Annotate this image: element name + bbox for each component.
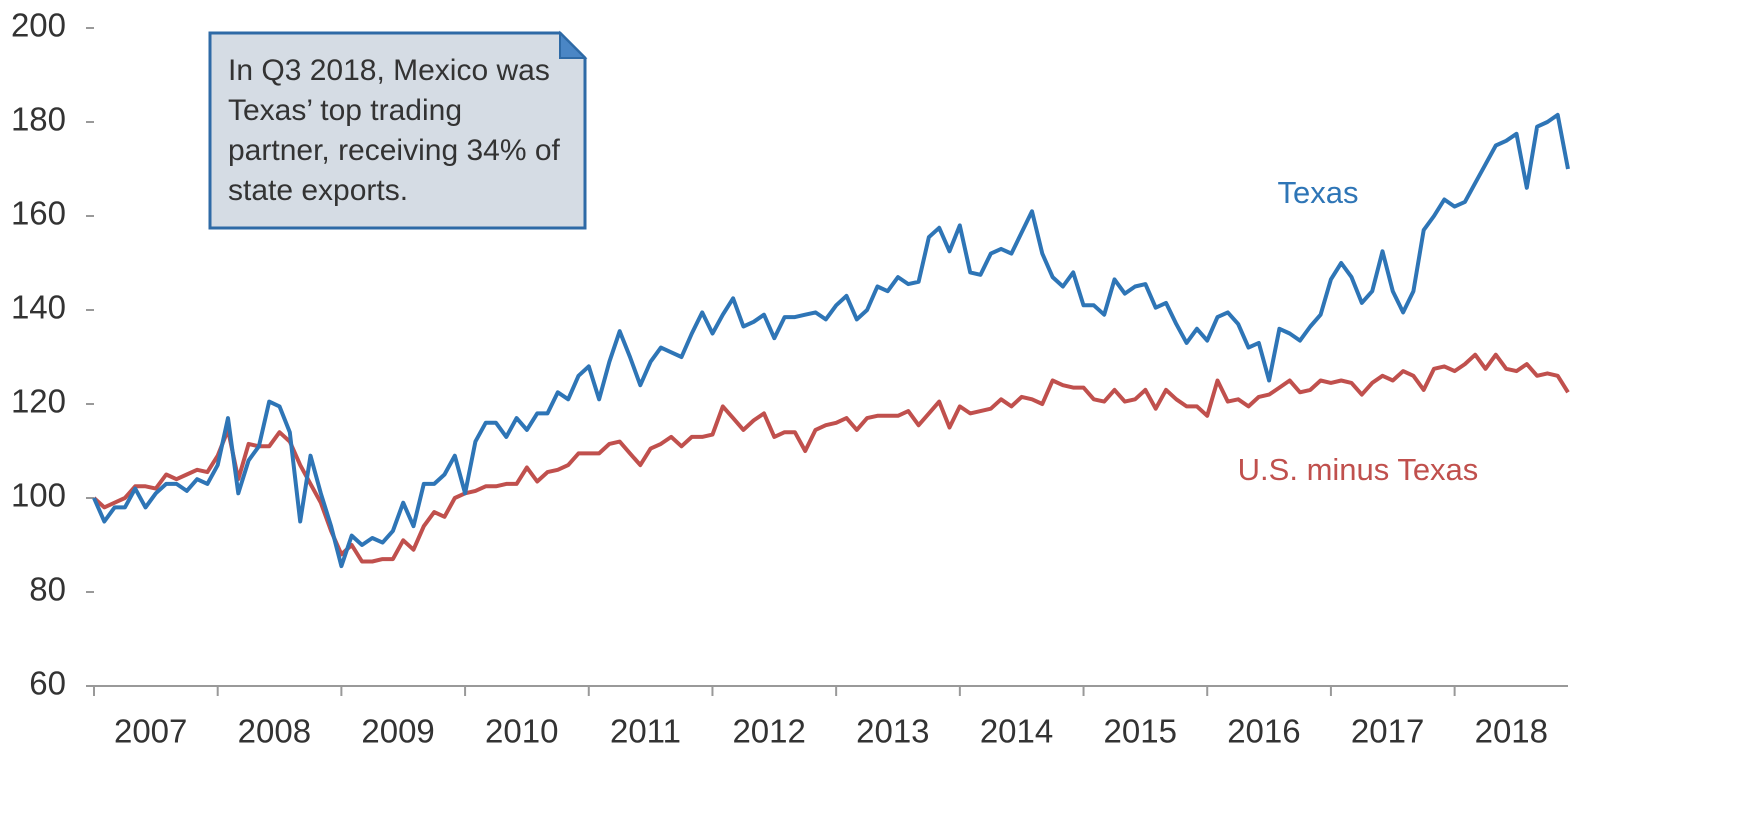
callout-text: In Q3 2018, Mexico was (228, 54, 550, 87)
callout (208, 30, 588, 230)
x-tick-label: 2018 (1475, 713, 1548, 750)
x-tick-label: 2015 (1104, 713, 1177, 750)
y-tick-label: 140 (11, 289, 66, 326)
y-tick-label: 80 (29, 571, 66, 608)
x-tick-label: 2014 (980, 713, 1053, 750)
series-label: U.S. minus Texas (1238, 452, 1479, 487)
callout-text: state exports. (228, 174, 408, 207)
y-tick-label: 100 (11, 477, 66, 514)
x-tick-label: 2009 (361, 713, 434, 750)
y-tick-label: 160 (11, 195, 66, 232)
x-tick-label: 2011 (610, 713, 681, 750)
x-tick-label: 2007 (114, 713, 187, 750)
series-label: Texas (1278, 175, 1359, 210)
callout-fold (559, 30, 588, 59)
y-tick-label: 200 (11, 7, 66, 44)
callout-text: Texas’ top trading (228, 94, 462, 127)
x-tick-label: 2012 (732, 713, 805, 750)
callout-text: partner, receiving 34% of (228, 134, 561, 167)
y-tick-label: 120 (11, 383, 66, 420)
callout-box (208, 31, 587, 230)
series-line (92, 352, 1570, 564)
y-tick-label: 60 (29, 665, 66, 702)
x-tick-label: 2016 (1227, 713, 1300, 750)
series-line (92, 112, 1570, 569)
x-tick-label: 2013 (856, 713, 929, 750)
y-tick-label: 180 (11, 101, 66, 138)
x-tick-label: 2010 (485, 713, 558, 750)
x-tick-label: 2008 (238, 713, 311, 750)
x-tick-label: 2017 (1351, 713, 1424, 750)
